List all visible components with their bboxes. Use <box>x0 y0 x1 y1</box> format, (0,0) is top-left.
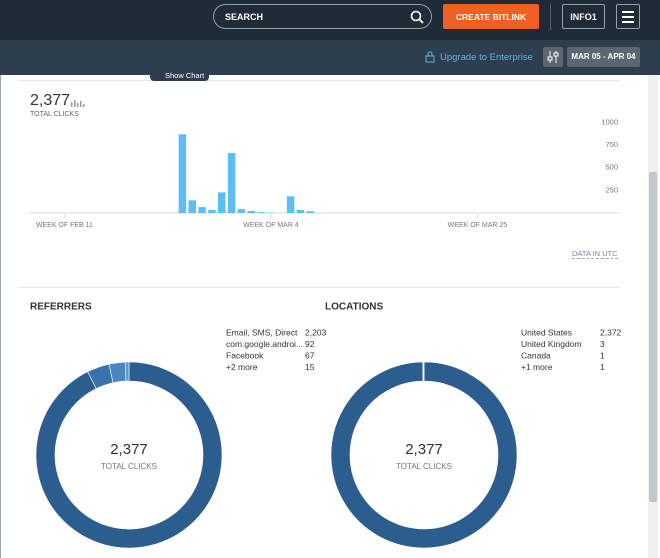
bar <box>286 196 295 213</box>
menu-bar <box>622 16 634 18</box>
bar <box>208 210 216 213</box>
separator <box>18 80 620 81</box>
legend-value: 2,372 <box>600 327 622 337</box>
bar <box>306 211 314 213</box>
bar <box>218 192 226 213</box>
section-title: REFERRERS <box>30 302 92 313</box>
donut-total: 2,377 <box>110 441 148 458</box>
bar <box>227 153 236 213</box>
search-placeholder: SEARCH <box>225 12 264 22</box>
filter-icon <box>547 51 559 63</box>
filter-button[interactable] <box>543 47 563 67</box>
donut-segment <box>330 361 518 549</box>
legend-value: 1 <box>600 362 605 372</box>
bar <box>188 200 196 213</box>
y-tick-label: 250 <box>605 185 618 194</box>
y-tick-label: 750 <box>605 140 618 149</box>
x-tick-label: WEEK OF FEB 11 <box>36 222 93 229</box>
legend-value: 2,203 <box>305 327 327 337</box>
legend-value: 3 <box>600 339 605 349</box>
lock-icon <box>425 51 435 63</box>
legend-value: 92 <box>305 339 315 349</box>
bar <box>247 211 255 213</box>
upgrade-link[interactable]: Upgrade to Enterprise <box>440 52 533 63</box>
donut-segment <box>87 363 114 390</box>
legend-value: 1 <box>600 350 605 360</box>
content-border <box>0 75 1 558</box>
bar <box>296 210 305 213</box>
separator <box>18 287 620 288</box>
mini-bars-icon <box>71 100 85 107</box>
legend-name: +2 more <box>226 362 258 372</box>
search-icon <box>410 10 424 24</box>
legend-name: com.google.androi... <box>226 339 303 349</box>
date-range-label: MAR 05 - APR 04 <box>571 52 636 61</box>
donut-segment <box>108 361 127 384</box>
bar <box>237 209 246 213</box>
date-range-button[interactable]: MAR 05 - APR 04 <box>567 47 640 67</box>
show-chart-label: Show Chart <box>165 71 205 80</box>
scrollbar-thumb[interactable] <box>649 172 657 502</box>
nav-divider <box>550 4 551 30</box>
x-tick-label: WEEK OF MAR 25 <box>448 222 508 229</box>
donut-total-label: TOTAL CLICKS <box>396 462 452 471</box>
legend-name: Email, SMS, Direct <box>226 327 298 337</box>
donut-total-label: TOTAL CLICKS <box>101 462 157 471</box>
bar <box>257 212 265 213</box>
legend-value: 67 <box>305 350 315 360</box>
y-tick-label: 500 <box>605 163 618 172</box>
donut-segment <box>422 361 424 382</box>
utc-link[interactable]: DATA IN UTC <box>572 249 618 259</box>
menu-button[interactable] <box>616 4 640 29</box>
account-button[interactable]: INFO1 <box>562 4 605 29</box>
total-clicks-label: TOTAL CLICKS <box>30 111 79 118</box>
legend-name: +1 more <box>521 362 553 372</box>
search-box[interactable]: SEARCH <box>213 4 432 29</box>
bar <box>198 207 206 213</box>
create-button[interactable]: CREATE BITLINK <box>443 4 539 29</box>
menu-bar <box>622 11 634 13</box>
x-tick-label: WEEK OF MAR 4 <box>243 222 299 229</box>
bar <box>178 134 187 213</box>
donut-total: 2,377 <box>405 441 443 458</box>
legend-value: 15 <box>305 362 315 372</box>
show-chart-tab[interactable]: Show Chart <box>150 70 209 81</box>
legend-name: Canada <box>521 350 551 360</box>
menu-bar <box>622 21 634 23</box>
donut-segment <box>125 361 130 382</box>
legend-name: Facebook <box>226 350 264 360</box>
create-label: CREATE BITLINK <box>455 12 527 22</box>
donut-segment <box>35 361 223 549</box>
legend-name: United Kingdom <box>521 339 581 349</box>
total-clicks-value: 2,377 <box>30 92 71 109</box>
y-tick-label: 1000 <box>601 118 618 127</box>
legend-name: United States <box>521 327 572 337</box>
section-title: LOCATIONS <box>325 302 383 313</box>
account-label: INFO1 <box>570 12 597 22</box>
